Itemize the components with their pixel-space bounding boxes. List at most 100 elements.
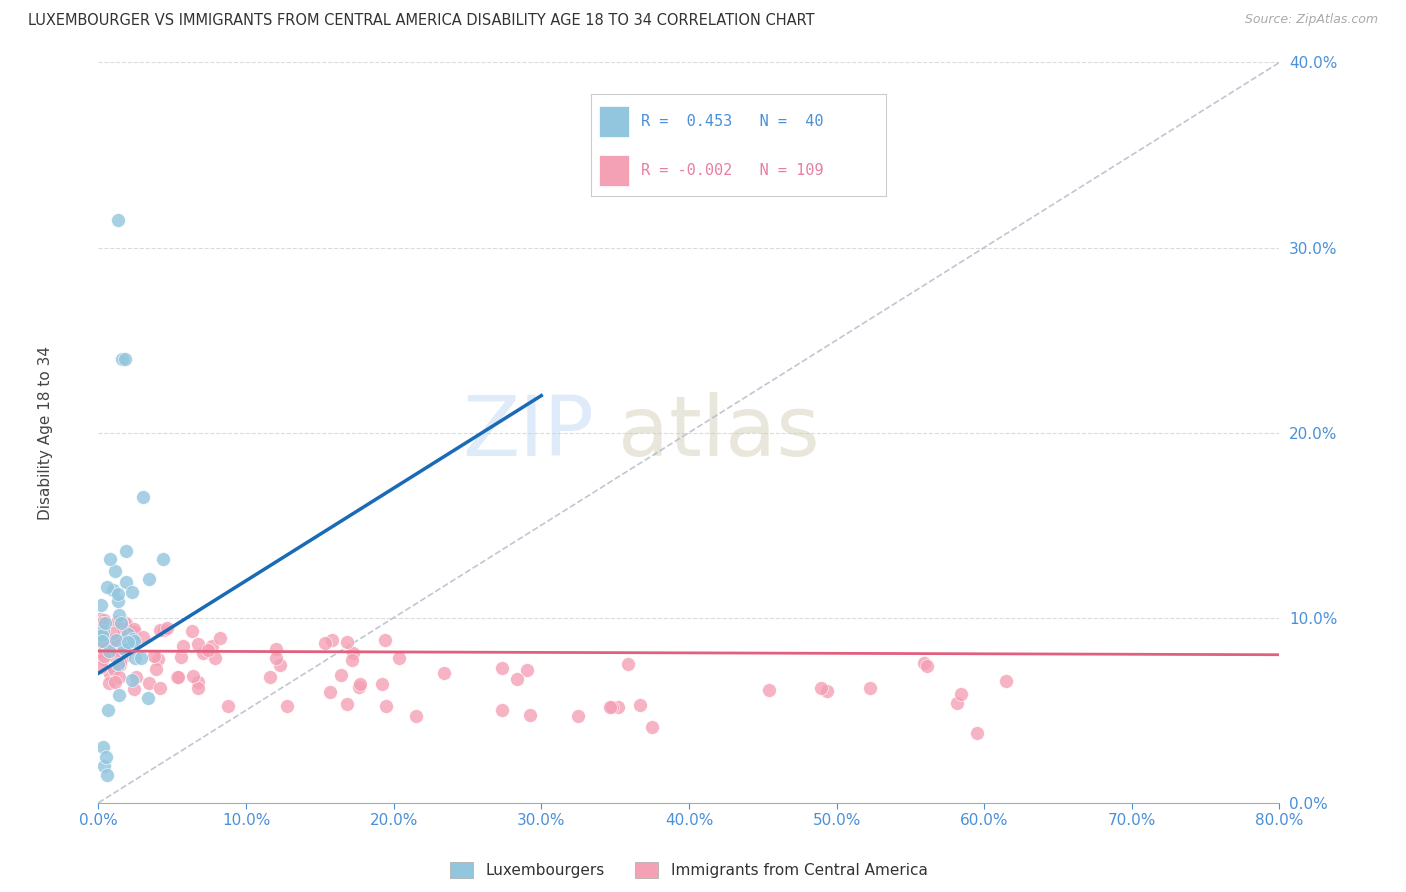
Point bbox=[146, 652, 169, 666]
Point bbox=[166, 670, 188, 684]
Point bbox=[371, 677, 394, 691]
Point bbox=[276, 699, 298, 714]
Point bbox=[209, 631, 232, 645]
Point bbox=[122, 624, 145, 639]
Point bbox=[112, 648, 135, 663]
Point bbox=[108, 607, 131, 622]
Point bbox=[269, 657, 291, 672]
Point bbox=[98, 644, 121, 658]
Point bbox=[758, 683, 780, 698]
Point bbox=[519, 707, 541, 722]
Point bbox=[110, 615, 132, 629]
Point bbox=[125, 670, 148, 684]
Point bbox=[405, 708, 427, 723]
Point bbox=[101, 633, 124, 648]
Point bbox=[915, 659, 938, 673]
Text: atlas: atlas bbox=[619, 392, 820, 473]
Point bbox=[946, 696, 969, 710]
Point bbox=[815, 683, 838, 698]
Point bbox=[600, 699, 623, 714]
Point bbox=[319, 685, 342, 699]
Point bbox=[152, 551, 174, 566]
Point bbox=[950, 687, 973, 701]
Point bbox=[117, 642, 139, 657]
Text: R = -0.002   N = 109: R = -0.002 N = 109 bbox=[641, 163, 824, 178]
Point bbox=[349, 680, 371, 694]
Point bbox=[966, 725, 988, 739]
Point bbox=[91, 628, 114, 642]
Point bbox=[859, 681, 882, 695]
Point bbox=[107, 212, 129, 227]
Point bbox=[197, 642, 219, 657]
Point bbox=[321, 633, 343, 648]
Point bbox=[349, 676, 371, 690]
Point bbox=[122, 634, 145, 648]
Point bbox=[90, 660, 112, 674]
Point bbox=[264, 651, 287, 665]
Point bbox=[101, 635, 124, 649]
Point bbox=[107, 587, 129, 601]
Point bbox=[115, 544, 138, 558]
Point bbox=[91, 647, 114, 661]
Point bbox=[187, 681, 209, 696]
Point bbox=[567, 709, 589, 723]
Point bbox=[122, 622, 145, 636]
Point bbox=[110, 657, 132, 671]
Point bbox=[91, 616, 114, 631]
Point bbox=[97, 703, 120, 717]
Point bbox=[107, 670, 129, 684]
Point bbox=[117, 634, 139, 648]
Point bbox=[107, 593, 129, 607]
Point bbox=[491, 661, 513, 675]
Point bbox=[121, 585, 143, 599]
Point bbox=[98, 667, 121, 681]
Point bbox=[107, 643, 129, 657]
Point bbox=[115, 616, 138, 631]
Point bbox=[122, 632, 145, 647]
Point bbox=[138, 572, 160, 586]
Point bbox=[114, 615, 136, 630]
Point bbox=[103, 662, 125, 676]
Point bbox=[607, 700, 630, 714]
Point bbox=[329, 668, 352, 682]
Point bbox=[152, 623, 174, 637]
Point bbox=[91, 740, 114, 755]
Point bbox=[100, 632, 122, 647]
Point bbox=[93, 649, 115, 664]
Point bbox=[336, 635, 359, 649]
Point bbox=[112, 629, 135, 643]
Point bbox=[138, 676, 160, 690]
Point bbox=[98, 675, 121, 690]
Point bbox=[187, 675, 209, 690]
Point bbox=[342, 647, 364, 661]
Text: Disability Age 18 to 34: Disability Age 18 to 34 bbox=[38, 345, 53, 520]
Point bbox=[641, 720, 664, 734]
Point bbox=[142, 648, 165, 663]
Point bbox=[117, 627, 139, 641]
Point bbox=[97, 640, 120, 654]
Point bbox=[217, 699, 239, 714]
Point bbox=[191, 646, 214, 660]
Point bbox=[145, 662, 167, 676]
Point bbox=[516, 663, 538, 677]
Point bbox=[112, 641, 135, 656]
Point bbox=[110, 658, 132, 673]
Point bbox=[90, 598, 112, 612]
Point bbox=[89, 612, 111, 626]
Point bbox=[149, 623, 172, 637]
Point bbox=[107, 657, 129, 672]
Point bbox=[104, 564, 127, 578]
Point bbox=[93, 615, 115, 630]
Point bbox=[91, 634, 114, 648]
Point bbox=[121, 673, 143, 688]
Point bbox=[491, 703, 513, 717]
Point bbox=[124, 651, 146, 665]
Point bbox=[114, 351, 136, 366]
Point bbox=[995, 673, 1018, 688]
Point bbox=[617, 657, 640, 671]
FancyBboxPatch shape bbox=[599, 106, 628, 136]
Point bbox=[129, 651, 152, 665]
Point bbox=[149, 681, 172, 695]
Point bbox=[314, 636, 336, 650]
Point bbox=[93, 613, 115, 627]
